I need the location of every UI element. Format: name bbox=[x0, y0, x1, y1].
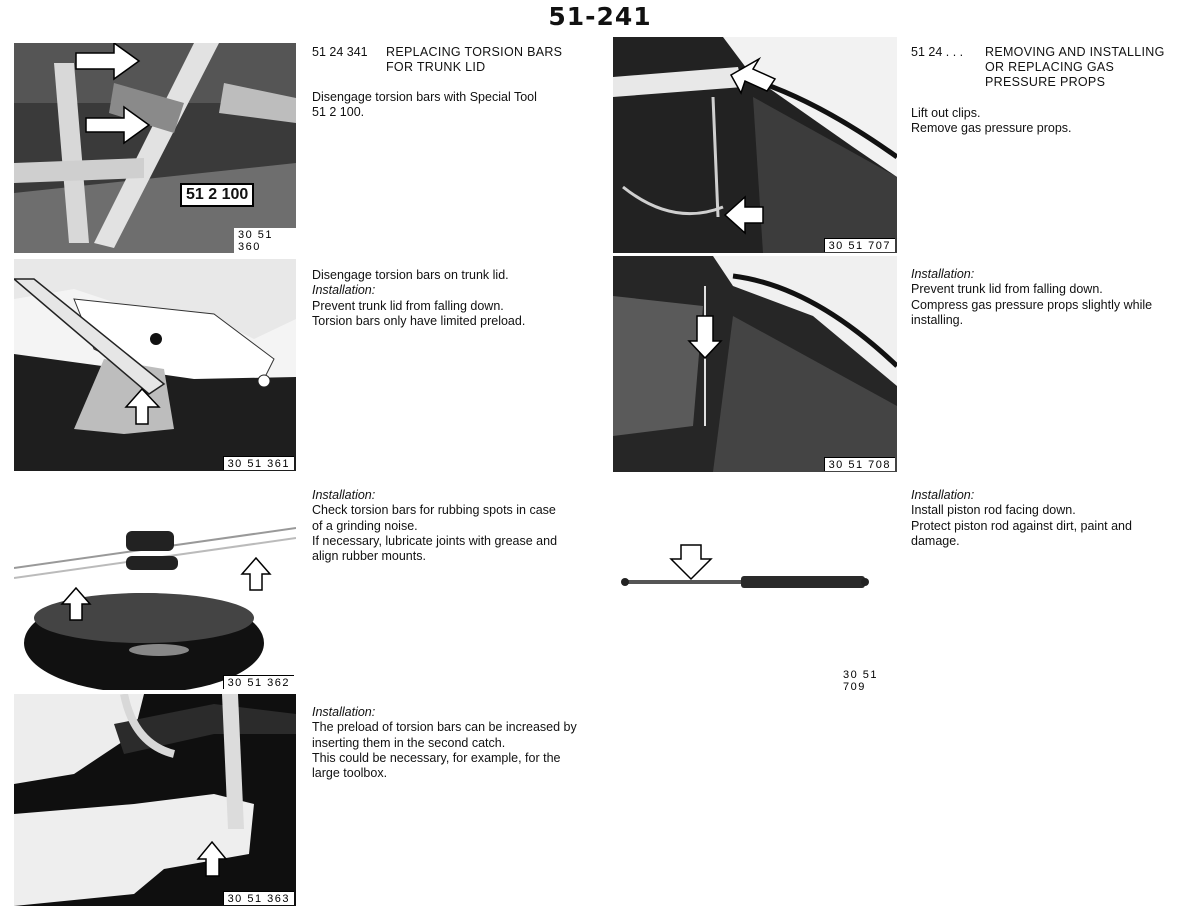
text-line: large toolbox. bbox=[312, 766, 388, 781]
section-title-line: REMOVING AND INSTALLING bbox=[985, 45, 1165, 59]
installation-heading: Installation: bbox=[312, 705, 376, 719]
section-heading-left: 51 24 341 REPLACING TORSION BARS FOR TRU… bbox=[312, 45, 592, 75]
text-line: The preload of torsion bars can be incre… bbox=[312, 720, 577, 735]
section-heading-right: 51 24 . . . REMOVING AND INSTALLING OR R… bbox=[911, 45, 1196, 89]
instruction-block-4: Installation: The preload of torsion bar… bbox=[312, 705, 577, 781]
text-line: Check torsion bars for rubbing spots in … bbox=[312, 503, 556, 518]
gas-pressure-prop-illustration bbox=[613, 535, 897, 695]
text-line: Prevent trunk lid from falling down. bbox=[911, 282, 1103, 297]
special-tool-tag: 51 2 100 bbox=[180, 183, 255, 207]
text-line: Remove gas pressure props. bbox=[911, 121, 1072, 136]
trunk-lid-prop-illustration bbox=[613, 256, 897, 472]
text-line: Protect piston rod against dirt, paint a… bbox=[911, 518, 1132, 533]
text-line: inserting them in the second catch. bbox=[312, 735, 506, 750]
figure-label: 30 51 360 bbox=[234, 228, 296, 253]
text-line: This could be necessary, for example, fo… bbox=[312, 750, 561, 765]
text-line: If necessary, lubricate joints with grea… bbox=[312, 533, 558, 548]
instruction-block-7: Installation: Install piston rod facing … bbox=[911, 488, 1132, 549]
text-line: Disengage torsion bars with Special Tool bbox=[312, 90, 537, 104]
section-title-line: PRESSURE PROPS bbox=[985, 75, 1106, 89]
text-line: align rubber mounts. bbox=[312, 549, 426, 564]
text-line: 51 2 100. bbox=[312, 105, 365, 120]
text-line: Lift out clips. bbox=[911, 106, 981, 120]
text-line: Disengage torsion bars on trunk lid. bbox=[312, 268, 509, 282]
figure-photo-3: 30 51 362 bbox=[14, 478, 296, 690]
text-line: damage. bbox=[911, 533, 960, 548]
figure-photo-4: 30 51 363 bbox=[14, 694, 296, 906]
instruction-block-6: Installation: Prevent trunk lid from fal… bbox=[911, 267, 1152, 328]
section-title-line: FOR TRUNK LID bbox=[386, 60, 486, 74]
figure-photo-5: 30 51 707 bbox=[613, 37, 897, 253]
figure-photo-6: 30 51 708 bbox=[613, 256, 897, 472]
text-line: Compress gas pressure props slightly whi… bbox=[911, 297, 1153, 312]
figure-label: 30 51 363 bbox=[222, 891, 294, 905]
figure-label: 30 51 361 bbox=[222, 456, 294, 470]
section-title-line: REPLACING TORSION BARS bbox=[386, 45, 563, 59]
figure-label: 30 51 708 bbox=[823, 457, 895, 471]
torsion-bar-tool-illustration bbox=[14, 43, 296, 253]
figure-photo-1: 51 2 100 30 51 360 bbox=[14, 43, 296, 253]
installation-heading: Installation: bbox=[312, 283, 376, 298]
figure-label: 30 51 362 bbox=[222, 675, 294, 689]
section-title-line: OR REPLACING GAS bbox=[985, 60, 1115, 74]
rubber-mounts-illustration bbox=[14, 478, 296, 690]
instruction-block-1: Disengage torsion bars with Special Tool… bbox=[312, 90, 537, 121]
instruction-block-5: Lift out clips. Remove gas pressure prop… bbox=[911, 106, 1072, 137]
figure-label: 30 51 709 bbox=[843, 669, 879, 693]
page-number: 51-241 bbox=[548, 2, 652, 31]
text-line: installing. bbox=[911, 312, 964, 327]
installation-heading: Installation: bbox=[312, 488, 376, 502]
figure-label: 30 51 707 bbox=[823, 238, 895, 252]
text-line: Install piston rod facing down. bbox=[911, 503, 1076, 518]
installation-heading: Installation: bbox=[911, 488, 975, 502]
text-line: Torsion bars only have limited preload. bbox=[312, 313, 526, 328]
instruction-block-2: Disengage torsion bars on trunk lid. Ins… bbox=[312, 268, 525, 329]
instruction-block-3: Installation: Check torsion bars for rub… bbox=[312, 488, 557, 564]
trunk-lid-hinge-illustration bbox=[14, 259, 296, 471]
gas-prop-clip-illustration bbox=[613, 37, 897, 253]
text-line: Prevent trunk lid from falling down. bbox=[312, 298, 504, 313]
installation-heading: Installation: bbox=[911, 267, 975, 281]
text-line: of a grinding noise. bbox=[312, 518, 418, 533]
torsion-bar-catch-illustration bbox=[14, 694, 296, 906]
section-number: 51 24 341 bbox=[312, 45, 368, 59]
figure-photo-7: 30 51 709 bbox=[613, 535, 897, 695]
section-number: 51 24 . . . bbox=[911, 45, 964, 59]
figure-photo-2: 30 51 361 bbox=[14, 259, 296, 471]
